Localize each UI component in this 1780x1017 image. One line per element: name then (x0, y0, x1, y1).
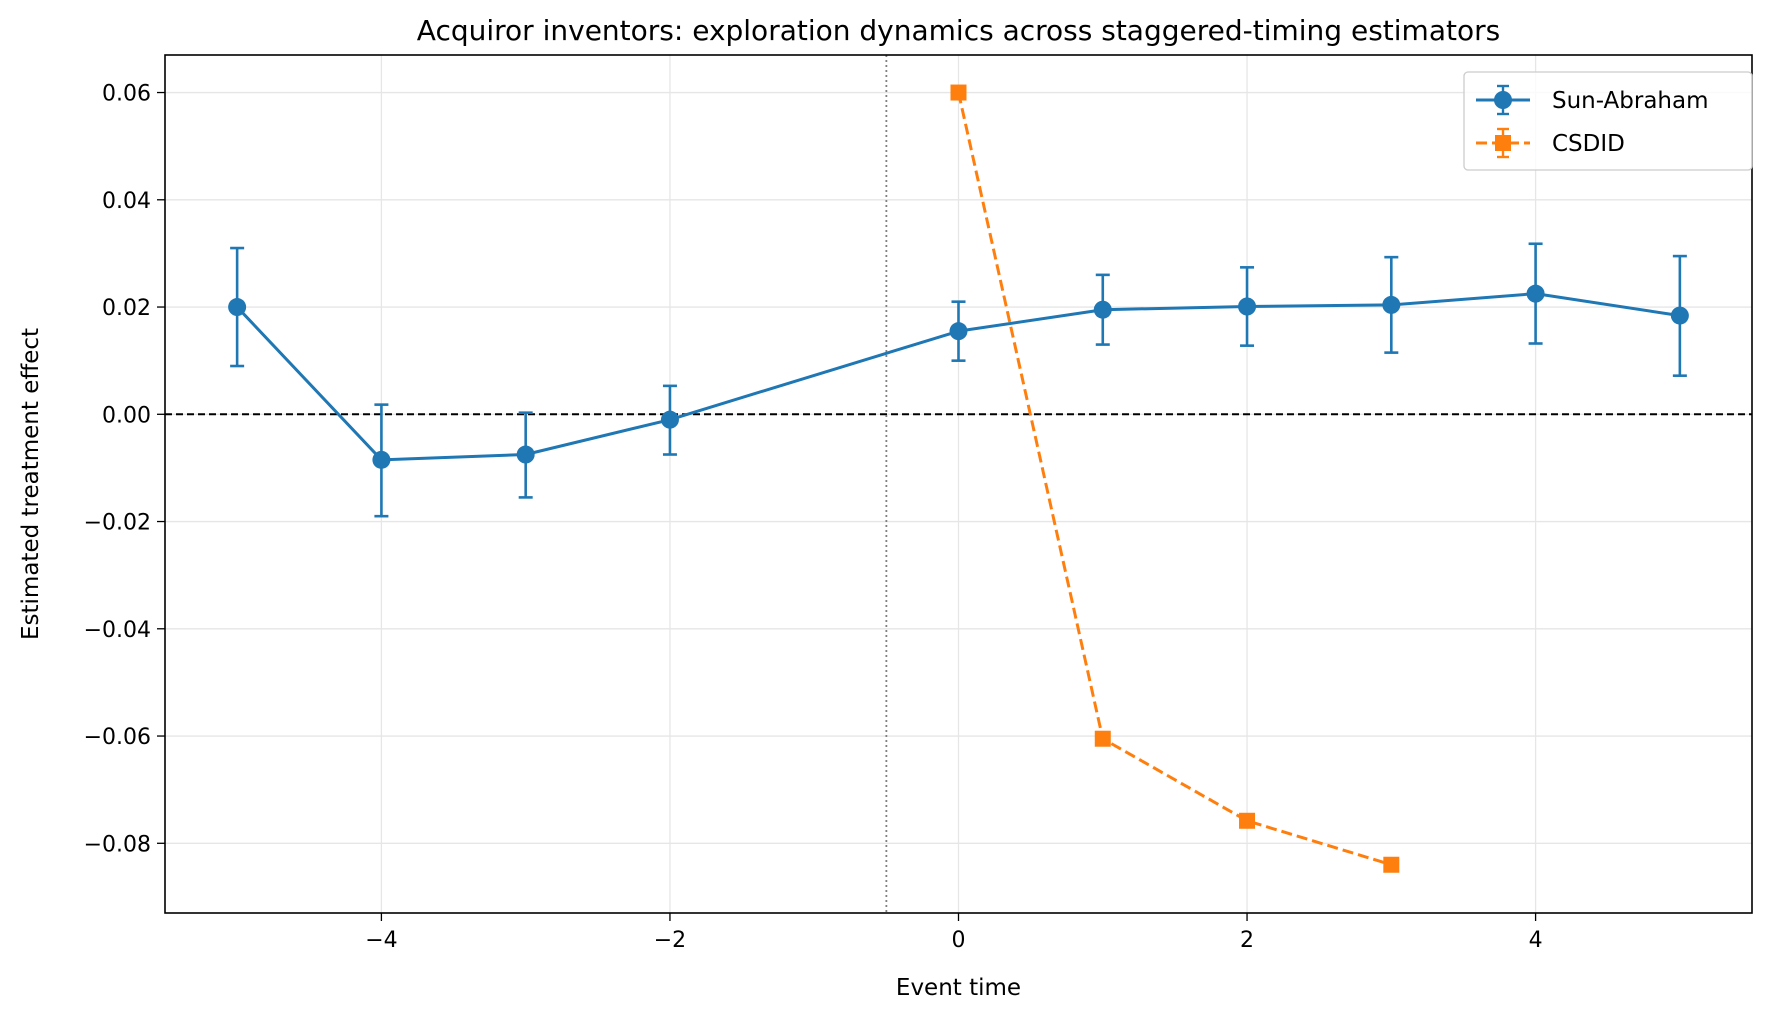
y-tick-label: 0.02 (102, 296, 151, 321)
legend-box (1463, 71, 1753, 171)
sun-abraham-point (949, 322, 968, 341)
legend-sun-abraham-label: Sun-Abraham (1552, 88, 1709, 114)
axis-ticks: −4 −2 0 2 4 −0.08 −0.06 −0.04 −0.02 0.00 0.02 0.04 0… (84, 82, 1543, 953)
y-tick-label: −0.02 (84, 511, 151, 536)
legend-csdid-marker (1495, 135, 1511, 151)
y-axis-label: Estimated treatment effect (18, 328, 44, 640)
x-tick-label: 0 (952, 928, 966, 953)
sun-abraham-point (1382, 295, 1401, 314)
legend: Sun-Abraham CSDID (1463, 71, 1753, 171)
csdid-series (950, 84, 1400, 873)
y-tick-label: −0.04 (84, 618, 151, 643)
legend-csdid-label: CSDID (1552, 131, 1625, 157)
y-tick-label: −0.08 (84, 832, 151, 857)
y-tick-label: 0.06 (102, 82, 151, 107)
reference-lines (165, 55, 1752, 913)
x-tick-label: 2 (1240, 928, 1254, 953)
csdid-point (1239, 812, 1256, 829)
x-tick-label: −4 (365, 928, 397, 953)
x-tick-label: −2 (654, 928, 686, 953)
csdid-point (1094, 730, 1111, 747)
sun-abraham-point (660, 410, 679, 429)
y-tick-label: −0.06 (84, 725, 151, 750)
csdid-line (957, 92, 1392, 867)
sun-abraham-point (1238, 297, 1257, 316)
sun-abraham-point (1093, 300, 1112, 319)
sun-abraham-point (516, 445, 535, 464)
sun-abraham-point (228, 298, 247, 317)
x-axis-label: Event time (896, 975, 1021, 1001)
sun-abraham-point (372, 450, 391, 469)
legend-entries: Sun-Abraham CSDID (1476, 84, 1709, 159)
sun-abraham-point (1670, 306, 1689, 325)
legend-sun-abraham-marker (1494, 91, 1512, 109)
y-tick-label: 0.04 (102, 189, 151, 214)
csdid-point (1383, 856, 1400, 873)
x-tick-label: 4 (1529, 928, 1543, 953)
sun-abraham-line (236, 292, 1681, 462)
chart-title: Acquiror inventors: exploration dynamics… (417, 14, 1500, 47)
y-tick-label: 0.00 (102, 403, 151, 428)
sun-abraham-series (228, 242, 1689, 518)
series-layer (228, 84, 1689, 873)
sun-abraham-point (1526, 284, 1545, 303)
csdid-point (950, 84, 967, 101)
